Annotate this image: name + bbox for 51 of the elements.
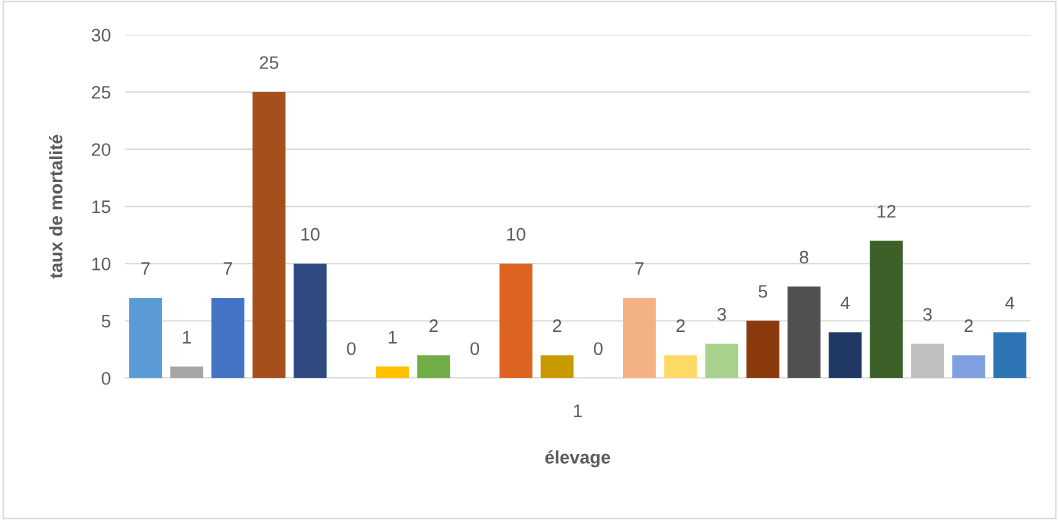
data-label: 7 (223, 262, 232, 275)
data-label: 2 (429, 319, 438, 332)
bar (993, 332, 1027, 379)
data-label: 8 (799, 250, 809, 264)
bar (869, 240, 903, 379)
data-label: 0 (470, 342, 480, 356)
bar (211, 297, 245, 379)
bar (540, 355, 574, 379)
data-label: 4 (840, 296, 850, 310)
y-tick-label: 0 (101, 371, 111, 385)
data-label: 1 (388, 330, 397, 344)
y-tick-label: 10 (92, 257, 111, 271)
bar (170, 366, 204, 379)
bar (129, 297, 162, 379)
bar (252, 92, 286, 379)
y-tick-label: 25 (91, 85, 111, 99)
bar (376, 366, 409, 379)
data-label: 3 (717, 307, 726, 321)
y-tick-label: 5 (101, 314, 111, 328)
bar (746, 320, 780, 379)
bar (705, 343, 739, 379)
data-label: 2 (964, 319, 973, 332)
data-label: 25 (259, 56, 279, 70)
text: 1 (574, 404, 582, 418)
y-tick-label: 15 (92, 200, 111, 214)
data-label: 10 (507, 227, 526, 241)
data-label: 12 (877, 204, 896, 218)
data-label: 1 (183, 330, 191, 344)
x-axis-title: élevage (545, 450, 611, 468)
y-axis-title: taux de mortalité (49, 134, 63, 279)
bar (828, 332, 862, 379)
data-label: 2 (676, 319, 685, 332)
data-label: 7 (635, 262, 644, 275)
y-tick-label: 20 (91, 143, 111, 156)
bar (787, 286, 821, 379)
data-label: 0 (347, 342, 356, 356)
bar (499, 263, 533, 379)
data-label: 2 (552, 319, 562, 332)
data-label: 10 (301, 227, 320, 241)
data-label: 0 (593, 342, 603, 356)
data-label: 3 (923, 307, 932, 321)
data-label: 7 (141, 262, 150, 275)
bar (952, 355, 986, 379)
data-label: 4 (1005, 296, 1015, 310)
bar (293, 263, 327, 379)
bar (911, 343, 944, 379)
data-label: 5 (758, 285, 768, 298)
y-tick-label: 30 (91, 28, 111, 42)
bar (417, 355, 451, 379)
bar (622, 297, 656, 379)
bar (664, 355, 698, 379)
